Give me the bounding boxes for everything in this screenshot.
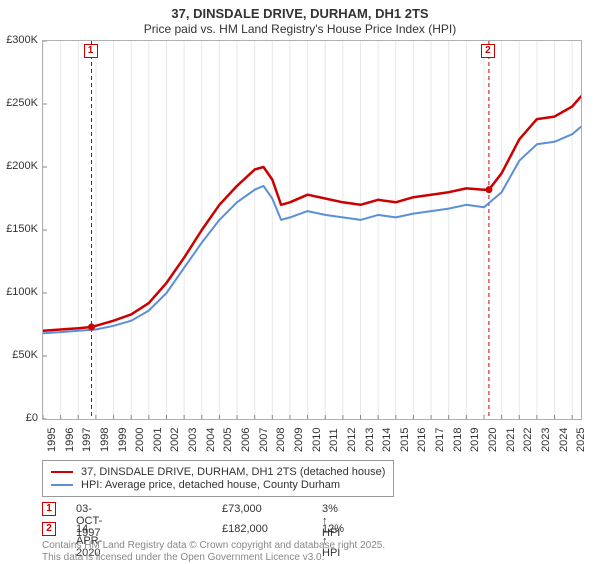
footer-line-1: Contains HM Land Registry data © Crown c… (42, 540, 385, 552)
x-tick-label: 2003 (187, 428, 199, 452)
footer-line-2: This data is licensed under the Open Gov… (42, 552, 324, 564)
legend-label: HPI: Average price, detached house, Coun… (81, 479, 340, 491)
x-tick-label: 1995 (46, 428, 58, 452)
x-tick-label: 2020 (487, 428, 499, 452)
x-tick-label: 1998 (99, 428, 111, 452)
x-tick-label: 2007 (258, 428, 270, 452)
x-tick-label: 1999 (117, 428, 129, 452)
x-tick-label: 1997 (81, 428, 93, 452)
vertical-marker-badge: 2 (481, 44, 495, 58)
y-tick-label: £100K (2, 286, 38, 298)
y-tick-label: £250K (2, 97, 38, 109)
y-tick-label: £150K (2, 223, 38, 235)
transaction-marker-badge: 2 (42, 522, 56, 536)
x-tick-label: 2019 (469, 428, 481, 452)
chart-title-main: 37, DINSDALE DRIVE, DURHAM, DH1 2TS (0, 6, 600, 21)
x-tick-label: 2011 (328, 428, 340, 452)
y-tick-label: £300K (2, 34, 38, 46)
x-tick-label: 2018 (452, 428, 464, 452)
x-tick-label: 2010 (311, 428, 323, 452)
x-tick-label: 2024 (558, 428, 570, 452)
legend-item: HPI: Average price, detached house, Coun… (51, 479, 385, 491)
x-tick-label: 2015 (399, 428, 411, 452)
x-tick-label: 2025 (575, 428, 587, 452)
transaction-price: £73,000 (222, 503, 262, 515)
y-tick-label: £0 (2, 412, 38, 424)
plot-area (42, 40, 582, 420)
legend-item: 37, DINSDALE DRIVE, DURHAM, DH1 2TS (det… (51, 466, 385, 478)
legend-label: 37, DINSDALE DRIVE, DURHAM, DH1 2TS (det… (81, 466, 385, 478)
transaction-marker-badge: 1 (42, 502, 56, 516)
transaction-price: £182,000 (222, 523, 268, 535)
y-tick-label: £200K (2, 160, 38, 172)
x-tick-label: 2022 (522, 428, 534, 452)
x-tick-label: 2017 (434, 428, 446, 452)
x-tick-label: 2013 (364, 428, 376, 452)
x-tick-label: 2009 (293, 428, 305, 452)
chart-title-sub: Price paid vs. HM Land Registry's House … (0, 22, 600, 36)
x-tick-label: 2016 (416, 428, 428, 452)
y-tick-label: £50K (2, 349, 38, 361)
plot-svg (43, 41, 581, 419)
chart-container: 37, DINSDALE DRIVE, DURHAM, DH1 2TS Pric… (0, 0, 600, 560)
x-tick-label: 2014 (381, 428, 393, 452)
x-tick-label: 2001 (152, 428, 164, 452)
x-tick-label: 2006 (240, 428, 252, 452)
x-tick-label: 2005 (222, 428, 234, 452)
legend-swatch (51, 484, 73, 486)
legend: 37, DINSDALE DRIVE, DURHAM, DH1 2TS (det… (42, 460, 394, 497)
legend-swatch (51, 471, 73, 473)
x-tick-label: 2023 (540, 428, 552, 452)
x-tick-label: 2012 (346, 428, 358, 452)
x-tick-label: 2000 (134, 428, 146, 452)
vertical-marker-badge: 1 (84, 44, 98, 58)
x-tick-label: 2008 (275, 428, 287, 452)
x-tick-label: 2021 (505, 428, 517, 452)
x-tick-label: 2004 (205, 428, 217, 452)
x-tick-label: 2002 (169, 428, 181, 452)
x-tick-label: 1996 (64, 428, 76, 452)
